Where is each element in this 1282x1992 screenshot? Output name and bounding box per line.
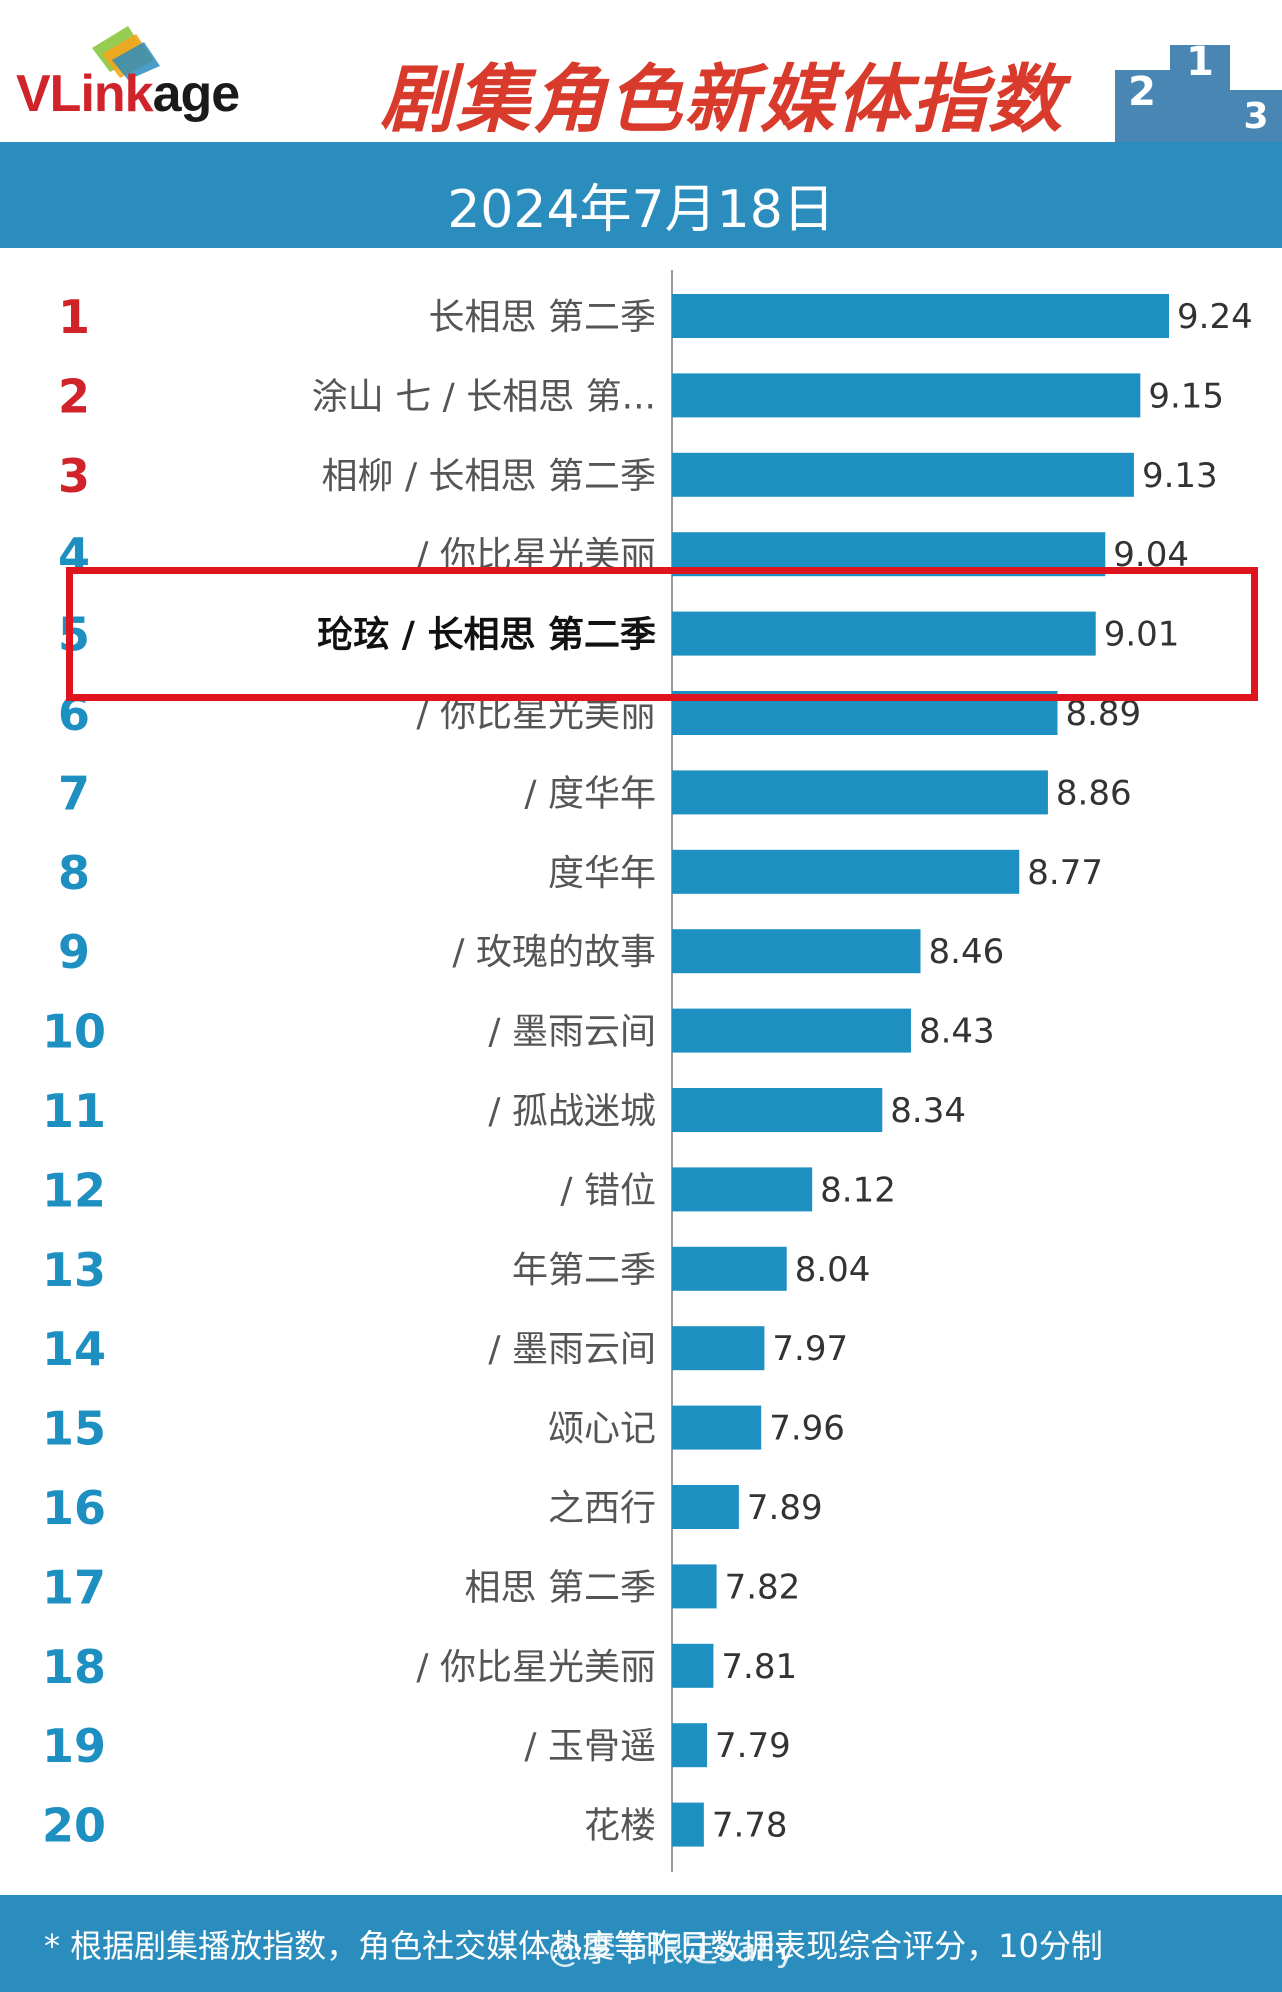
bar <box>672 452 1134 497</box>
category-label: 颂心记 <box>548 1409 656 1450</box>
category-label: 相思 第二季 <box>465 1567 656 1608</box>
bar <box>672 1405 762 1450</box>
bar <box>672 1643 714 1688</box>
rank-number: 18 <box>42 1640 106 1694</box>
podium-number-2: 2 <box>1128 69 1156 115</box>
category-label: / 度华年 <box>524 773 656 814</box>
bar <box>672 1246 787 1291</box>
rank-number: 8 <box>58 846 90 900</box>
vlinkage-logo: VLinkage <box>10 20 280 130</box>
category-label: 之西行 <box>548 1488 656 1529</box>
bar <box>672 294 1169 338</box>
rank-number: 9 <box>58 925 90 979</box>
date-label: 2024年7月18日 <box>447 180 835 240</box>
rank-number: 16 <box>42 1481 106 1535</box>
value-label: 7.82 <box>725 1567 801 1607</box>
category-label: 度华年 <box>548 853 656 894</box>
category-label: / 孤战迷城 <box>488 1091 656 1132</box>
value-label: 7.96 <box>769 1409 845 1449</box>
category-label: 年第二季 <box>512 1250 656 1291</box>
category-label: 涂山 七 / 长相思 第... <box>312 376 656 417</box>
value-label: 7.89 <box>747 1488 823 1528</box>
rank-number: 1 <box>58 290 90 344</box>
date-banner: 2024年7月18日 <box>0 142 1282 248</box>
category-label: / 墨雨云间 <box>488 1012 656 1053</box>
rank-number: 7 <box>58 766 90 820</box>
value-label: 8.77 <box>1027 853 1103 893</box>
category-label: / 玉骨遥 <box>524 1726 656 1767</box>
value-label: 9.24 <box>1177 297 1253 337</box>
footer-banner: * 根据剧集播放指数，角色社交媒体热度等昨日数据表现综合评分，10分制 <box>0 1895 1282 1992</box>
value-label: 9.01 <box>1104 615 1180 655</box>
bar <box>672 1167 813 1212</box>
page-title: 剧集角色新媒体指数 <box>380 57 1064 143</box>
value-label: 7.79 <box>715 1726 791 1766</box>
logo-wordmark-part2: age <box>152 65 241 123</box>
bar <box>672 1008 911 1053</box>
bar <box>672 770 1048 815</box>
category-label: 花楼 <box>584 1806 656 1847</box>
rank-number: 2 <box>58 369 90 423</box>
category-label: / 你比星光美丽 <box>416 1647 656 1688</box>
rank-number: 15 <box>42 1402 106 1456</box>
value-label: 8.34 <box>890 1091 966 1131</box>
rank-number: 11 <box>42 1084 106 1138</box>
rank-number: 14 <box>42 1322 106 1376</box>
value-label: 7.81 <box>721 1647 797 1687</box>
bar <box>672 1564 717 1609</box>
bar <box>672 1326 765 1371</box>
bar <box>672 611 1096 656</box>
rank-number: 10 <box>42 1005 106 1059</box>
rank-number: 19 <box>42 1719 106 1773</box>
value-label: 8.04 <box>795 1250 871 1290</box>
watermark: @李节限定sally <box>548 1930 796 1970</box>
bar-chart: 1 长相思 第二季 9.24 2 涂山 七 / 长相思 第... 9.15 3 相柳 / 长相… <box>42 270 1253 1872</box>
value-label: 9.13 <box>1142 456 1218 496</box>
bar <box>672 373 1141 418</box>
podium-number-1: 1 <box>1186 39 1214 85</box>
value-label: 7.97 <box>772 1329 848 1369</box>
value-label: 7.78 <box>712 1806 788 1846</box>
category-label: 相柳 / 长相思 第二季 <box>322 456 656 497</box>
rank-number: 20 <box>42 1799 106 1853</box>
value-label: 8.12 <box>820 1170 896 1210</box>
category-label: / 玫瑰的故事 <box>452 932 656 973</box>
rank-number: 3 <box>58 449 90 503</box>
category-label: / 墨雨云间 <box>488 1329 656 1370</box>
bar <box>672 1088 883 1132</box>
category-label: / 错位 <box>560 1170 656 1211</box>
value-label: 8.89 <box>1065 694 1141 734</box>
rank-number: 17 <box>42 1560 106 1614</box>
value-label: 8.86 <box>1056 773 1132 813</box>
bar <box>672 1802 704 1847</box>
category-label: / 你比星光美丽 <box>416 694 656 735</box>
value-label: 9.15 <box>1148 376 1224 416</box>
value-label: 8.46 <box>929 932 1005 972</box>
bar <box>672 1485 739 1529</box>
logo-wordmark: VLinkage <box>16 64 241 124</box>
podium-icon: 2 1 3 <box>1115 39 1282 145</box>
bar <box>672 929 921 974</box>
rank-number: 5 <box>58 608 90 662</box>
rank-number: 12 <box>42 1163 106 1217</box>
logo-emblem-icon <box>92 26 160 80</box>
highlight-frame <box>66 566 1258 701</box>
category-label: 长相思 第二季 <box>429 297 656 338</box>
rank-number: 13 <box>42 1243 106 1297</box>
podium-number-3: 3 <box>1243 96 1268 137</box>
bar <box>672 1723 708 1768</box>
category-label: 玱玹 / 长相思 第二季 <box>317 615 656 656</box>
footnote: * 根据剧集播放指数，角色社交媒体热度等昨日数据表现综合评分，10分制 <box>44 1927 1103 1965</box>
value-label: 8.43 <box>919 1012 995 1052</box>
logo-wordmark-part1: VLink <box>16 65 154 123</box>
bar <box>672 849 1020 894</box>
